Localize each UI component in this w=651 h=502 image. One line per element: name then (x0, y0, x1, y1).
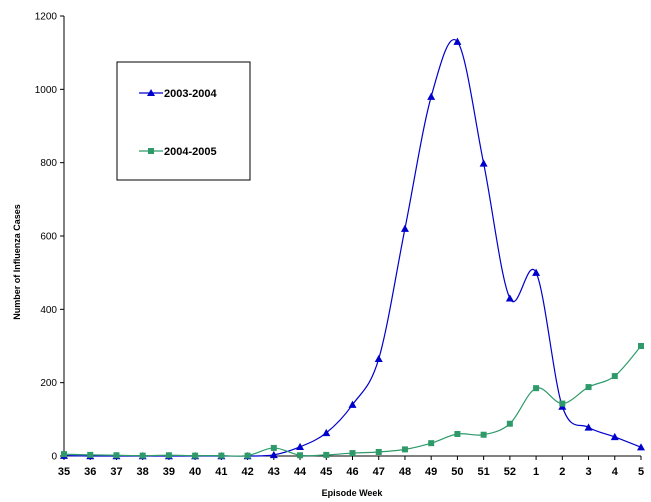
y-tick-label: 1000 (35, 85, 58, 96)
x-tick-label: 3 (585, 466, 591, 478)
data-point (454, 431, 461, 437)
data-point (453, 37, 462, 45)
x-tick-label: 39 (163, 466, 175, 478)
data-point (322, 428, 331, 437)
x-tick-label: 44 (294, 466, 307, 478)
data-point (349, 450, 356, 457)
data-point (505, 294, 514, 302)
data-point (584, 423, 593, 431)
data-point (506, 420, 513, 427)
x-axis: 35 36 37 38 39 40 41 42 43 44 45 46 47 48 49 50 51 52 1 2 3 4… (58, 455, 644, 478)
legend-box (116, 61, 251, 181)
data-point (637, 443, 645, 451)
legend-marker-triangle (147, 89, 155, 96)
legend-entry-1: 2003-2004 (139, 88, 217, 100)
legend-label-2003-2004: 2003-2004 (164, 88, 217, 100)
legend-marker-square (148, 148, 154, 154)
data-point (585, 384, 592, 391)
x-tick-label: 49 (425, 466, 437, 478)
data-point (638, 343, 644, 349)
legend-entry-2: 2004-2005 (139, 146, 217, 158)
data-point (374, 354, 383, 363)
x-tick-label: 42 (241, 466, 253, 478)
series-layer (60, 37, 645, 460)
y-tick-label: 0 (51, 452, 57, 463)
x-tick-label: 35 (58, 466, 70, 478)
y-tick-label: 800 (40, 158, 57, 169)
x-tick-label: 5 (638, 466, 644, 478)
y-axis-title: Number of Influenza Cases (12, 204, 22, 320)
data-point (218, 452, 225, 459)
data-point (348, 400, 357, 408)
x-tick-label: 43 (268, 466, 280, 478)
x-tick-label: 48 (399, 466, 411, 478)
data-point (269, 450, 278, 459)
data-point (165, 452, 172, 459)
x-tick-label: 2 (559, 466, 565, 478)
data-point (61, 451, 67, 458)
x-tick-label: 36 (84, 466, 96, 478)
data-point (479, 159, 488, 167)
x-tick-label: 51 (478, 466, 490, 478)
data-point (375, 448, 382, 455)
y-tick-label: 400 (40, 305, 57, 316)
data-point (244, 452, 251, 459)
x-tick-label: 45 (320, 466, 332, 478)
data-point (87, 451, 94, 458)
data-point (113, 452, 120, 459)
series-2004-2005 (61, 343, 644, 459)
data-point (610, 432, 619, 441)
y-tick-label: 600 (40, 232, 57, 243)
x-tick-label: 40 (189, 466, 201, 478)
x-tick-label: 41 (215, 466, 227, 478)
x-tick-label: 1 (533, 466, 539, 478)
data-point (480, 431, 487, 438)
data-point (533, 385, 540, 392)
y-tick-label: 200 (40, 378, 57, 389)
data-point (297, 452, 304, 459)
x-axis-title: Episode Week (322, 488, 384, 498)
y-axis: 0 200 400 600 800 1000 1200 (35, 12, 65, 463)
x-tick-label: 52 (504, 466, 516, 478)
data-point (428, 440, 435, 447)
legend-label-2004-2005: 2004-2005 (164, 146, 217, 158)
y-tick-label: 1200 (35, 12, 58, 23)
x-tick-label: 50 (451, 466, 463, 478)
data-point (270, 444, 277, 451)
data-point (192, 452, 199, 459)
data-point (427, 92, 436, 100)
data-point (559, 400, 566, 407)
legend: 2003-2004 2004-2005 (116, 61, 251, 181)
data-point (611, 373, 618, 380)
x-tick-label: 37 (110, 466, 122, 478)
data-point (139, 452, 146, 459)
x-tick-label: 38 (137, 466, 149, 478)
data-point (296, 442, 305, 451)
data-point (400, 224, 409, 232)
data-point (532, 268, 541, 276)
data-point (323, 451, 330, 458)
x-tick-label: 4 (612, 466, 619, 478)
x-tick-label: 46 (346, 466, 358, 478)
data-point (401, 446, 408, 453)
x-tick-label: 47 (373, 466, 385, 478)
